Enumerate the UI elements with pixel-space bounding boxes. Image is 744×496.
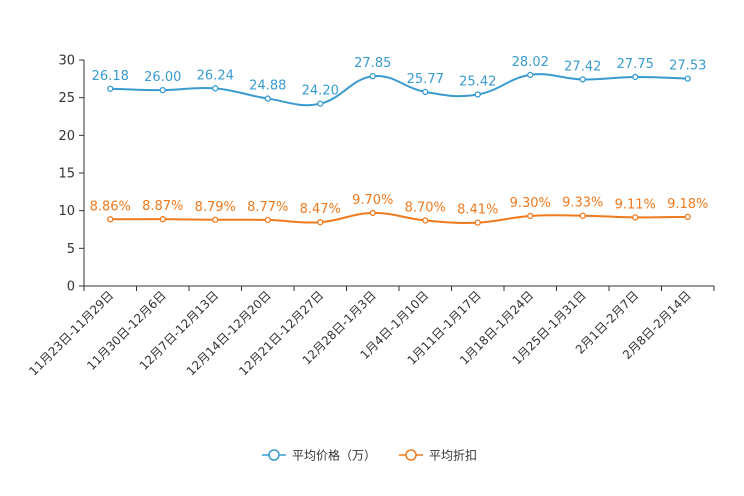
y-tick-label: 30 [58, 54, 75, 69]
data-label: 24.88 [249, 79, 286, 94]
data-point[interactable] [369, 209, 376, 217]
data-point[interactable] [369, 73, 376, 80]
data-point[interactable] [579, 212, 586, 219]
data-point[interactable] [474, 219, 481, 226]
data-label: 9.30% [510, 196, 551, 211]
data-label: 8.87% [142, 199, 183, 214]
data-label: 27.75 [617, 57, 654, 72]
legend-marker-icon [268, 449, 280, 461]
data-point[interactable] [212, 216, 219, 223]
y-tick-label: 0 [67, 280, 75, 295]
legend-marker-icon [405, 449, 417, 461]
data-label: 8.79% [195, 200, 236, 215]
data-point[interactable] [107, 85, 114, 92]
legend: 平均价格（万） 平均折扣 [262, 448, 477, 463]
data-point[interactable] [422, 88, 429, 96]
data-label: 25.77 [407, 72, 444, 87]
data-point[interactable] [527, 71, 534, 79]
data-point[interactable] [212, 85, 219, 92]
data-point[interactable] [632, 214, 639, 221]
data-point[interactable] [632, 73, 639, 81]
series-line-0 [110, 73, 688, 107]
legend-label: 平均折扣 [429, 448, 477, 463]
data-label: 24.20 [302, 84, 339, 99]
data-label: 26.00 [144, 70, 181, 85]
data-label: 27.42 [564, 59, 601, 74]
data-label: 27.53 [669, 59, 706, 74]
series-line-1 [110, 211, 688, 224]
data-point[interactable] [422, 217, 429, 224]
data-label: 9.70% [352, 193, 393, 208]
data-point[interactable] [684, 213, 691, 220]
legend-item-1[interactable]: 平均折扣 [399, 448, 477, 463]
data-label: 9.11% [615, 197, 656, 212]
data-point[interactable] [159, 86, 166, 94]
data-point[interactable] [474, 91, 481, 98]
data-label: 9.18% [667, 197, 708, 212]
y-tick-label: 10 [58, 204, 75, 219]
data-label: 28.02 [512, 55, 549, 70]
data-label: 26.24 [197, 68, 234, 83]
data-point[interactable] [579, 76, 586, 83]
data-point[interactable] [107, 216, 114, 223]
data-point[interactable] [317, 219, 324, 226]
y-tick-label: 20 [58, 129, 75, 144]
data-point[interactable] [159, 216, 166, 223]
data-point[interactable] [684, 75, 691, 82]
data-point[interactable] [264, 216, 271, 224]
data-label: 8.77% [247, 200, 288, 215]
data-label: 8.47% [300, 202, 341, 217]
data-label: 8.41% [457, 203, 498, 218]
legend-item-0[interactable]: 平均价格（万） [262, 448, 376, 463]
data-point[interactable] [527, 212, 534, 220]
data-label: 9.33% [562, 196, 603, 211]
series-layer: 26.18 26.00 26.24 24.88 24.20 27.85 25.77 25.42… [90, 55, 708, 226]
data-label: 26.18 [92, 69, 129, 84]
data-point[interactable] [264, 95, 271, 102]
x-tick-label: 11月23日-11月29日 [26, 288, 116, 378]
data-point[interactable] [317, 100, 324, 107]
data-label: 8.86% [90, 199, 131, 214]
data-label: 27.85 [354, 56, 391, 71]
y-tick-label: 15 [58, 167, 75, 182]
data-label: 25.42 [459, 75, 496, 90]
y-tick-label: 5 [67, 242, 75, 257]
data-label: 8.70% [405, 200, 446, 215]
y-tick-label: 25 [58, 91, 75, 106]
legend-label: 平均价格（万） [292, 448, 376, 463]
series-1: 8.86% 8.87% 8.79% 8.77% 8.47% 9.70% 8.70% 8.41%… [90, 193, 708, 226]
series-0: 26.18 26.00 26.24 24.88 24.20 27.85 25.77 25.42… [92, 55, 706, 107]
